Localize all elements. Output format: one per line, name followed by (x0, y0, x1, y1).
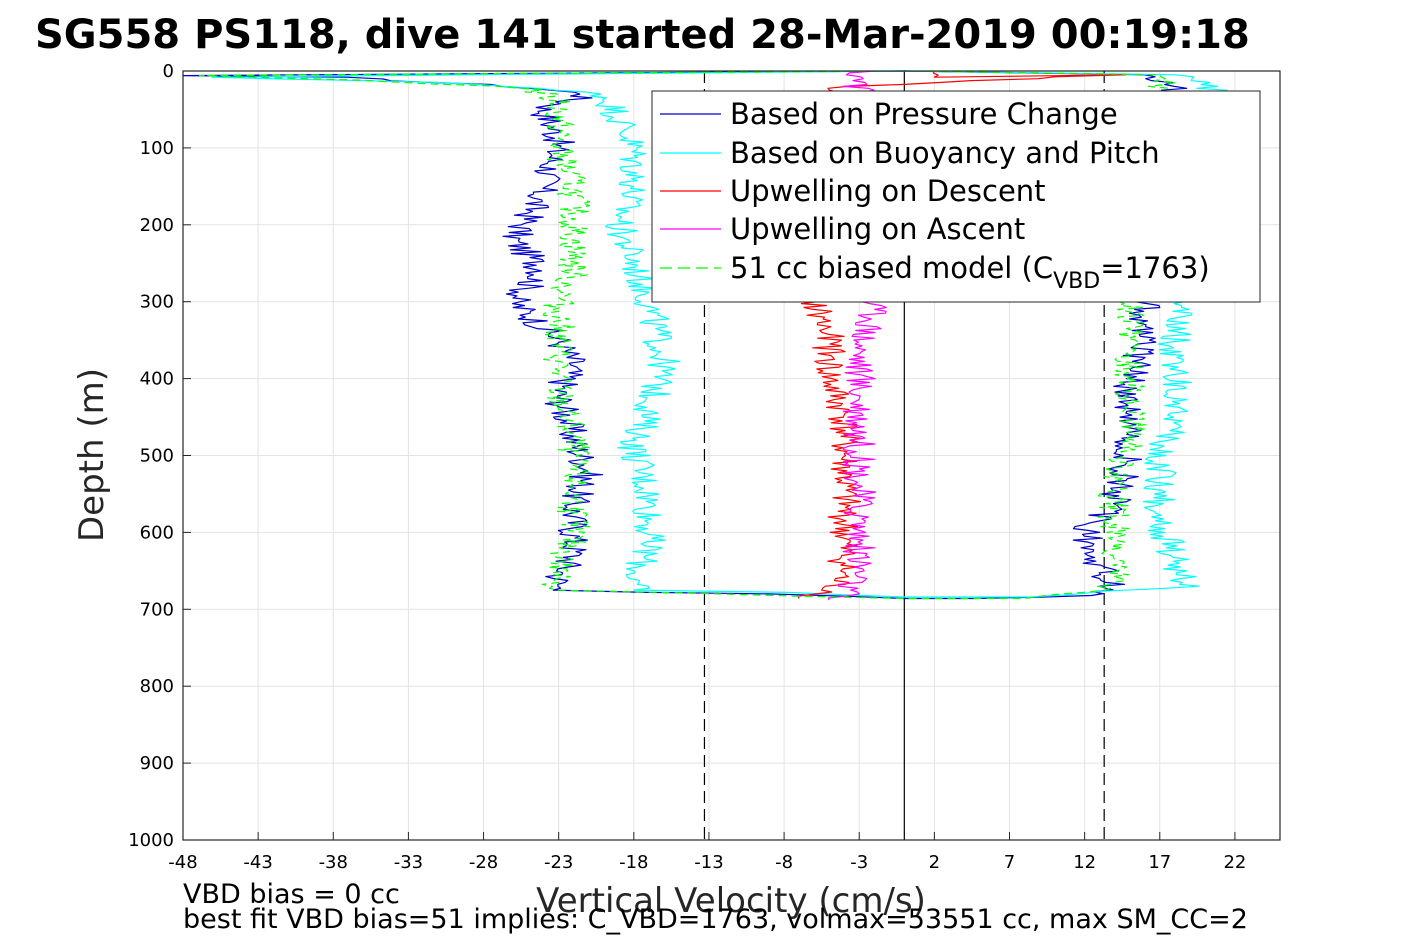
y-tick-label: 800 (140, 676, 174, 697)
x-tick-label: 2 (929, 852, 940, 873)
x-tick-label: 22 (1223, 852, 1246, 873)
x-tick-label: 7 (1004, 852, 1015, 873)
y-tick-label: 400 (140, 369, 174, 390)
y-tick-label: 200 (140, 215, 174, 236)
x-axis-label: Vertical Velocity (cm/s) (536, 881, 926, 921)
legend-entry: Based on Pressure Change (730, 97, 1118, 131)
legend-entry: Based on Buoyancy and Pitch (730, 136, 1160, 170)
x-ticks: -48 -43 -38 -33 -28 -23 -18 -13 -8 -3 2 7 12 17 22 (168, 832, 1246, 873)
y-tick-label: 100 (140, 138, 174, 159)
x-tick-label: -13 (694, 852, 723, 873)
chart-title: SG558 PS118, dive 141 started 28-Mar-201… (35, 12, 1250, 58)
legend: Based on Pressure Change Based on Buoyanc… (651, 90, 1261, 303)
legend-entry-subscript: VBD (1053, 269, 1100, 294)
x-tick-label: -33 (394, 852, 423, 873)
x-tick-label: -3 (850, 852, 868, 873)
vbd-bias-note: VBD bias = 0 cc (183, 879, 400, 910)
best-fit-note: best fit VBD bias=51 implies: C_VBD=1763… (183, 904, 1248, 935)
y-tick-label: 300 (140, 292, 174, 313)
y-tick-label: 600 (140, 522, 174, 543)
x-tick-label: 17 (1148, 852, 1171, 873)
y-tick-label: 900 (140, 753, 174, 774)
y-tick-label: 1000 (128, 830, 174, 851)
y-ticks: 0 100 200 300 400 500 600 700 800 900 1000 (128, 61, 191, 851)
legend-entry: 51 cc biased model (CVBD=1763) (730, 251, 1210, 294)
y-tick-label: 0 (163, 61, 174, 82)
legend-entry-suffix: =1763) (1100, 251, 1209, 285)
y-tick-label: 500 (140, 446, 174, 467)
x-tick-label: -8 (775, 852, 793, 873)
legend-entry-text: 51 cc biased model (C (730, 251, 1053, 285)
x-tick-label: -28 (469, 852, 498, 873)
y-axis-label: Depth (m) (72, 368, 112, 542)
legend-entry: Upwelling on Descent (730, 174, 1046, 208)
x-tick-label: -23 (544, 852, 573, 873)
x-tick-label: -48 (168, 852, 197, 873)
legend-box (651, 90, 1261, 303)
y-tick-label: 700 (140, 599, 174, 620)
x-tick-label: -18 (619, 852, 648, 873)
legend-entry: Upwelling on Ascent (730, 212, 1025, 246)
x-tick-label: -38 (319, 852, 348, 873)
x-tick-label: 12 (1073, 852, 1096, 873)
x-tick-label: -43 (243, 852, 272, 873)
